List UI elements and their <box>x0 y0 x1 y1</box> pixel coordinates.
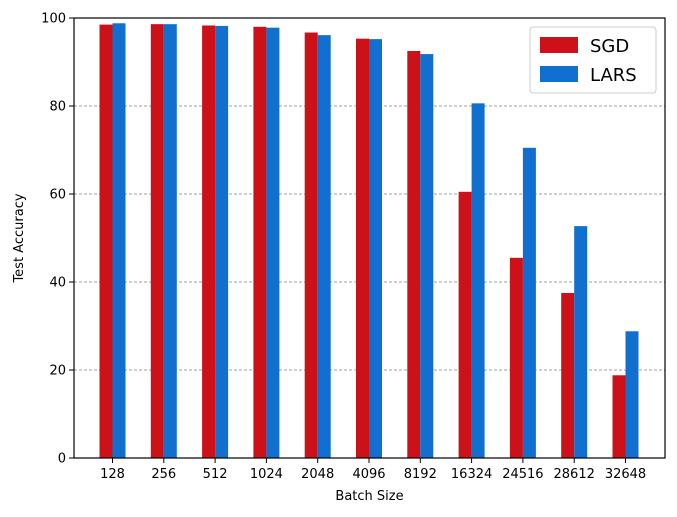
legend-swatch-sgd <box>540 37 578 53</box>
legend: SGD LARS <box>529 26 657 94</box>
bar-sgd-1024 <box>253 26 267 459</box>
bar-sgd-24516 <box>509 257 523 458</box>
bar-sgd-16324 <box>458 191 472 459</box>
y-axis: 0 20 40 60 80 100 <box>41 12 74 467</box>
bar-lars-16324 <box>471 103 485 459</box>
bar-sgd-256 <box>150 24 164 458</box>
y-tick-label: 80 <box>49 100 66 115</box>
bar-lars-28612 <box>574 226 588 458</box>
x-tick-label: 32648 <box>605 467 646 482</box>
x-tick-label: 24516 <box>502 467 543 482</box>
bar-sgd-28612 <box>561 293 575 458</box>
bar-sgd-512 <box>202 25 216 458</box>
y-tick-label: 100 <box>41 12 66 27</box>
legend-label-sgd: SGD <box>590 36 629 57</box>
bar-sgd-128 <box>99 24 113 458</box>
bar-lars-256 <box>163 24 177 458</box>
bars <box>99 23 639 459</box>
bar-lars-8192 <box>420 54 434 458</box>
bar-lars-32648 <box>625 331 639 458</box>
x-tick-label: 256 <box>151 467 176 482</box>
x-tick-label: 16324 <box>451 467 492 482</box>
y-tick-label: 0 <box>58 452 66 467</box>
x-axis-label: Batch Size <box>335 489 403 504</box>
x-tick-label: 512 <box>203 467 228 482</box>
bar-sgd-32648 <box>612 375 626 458</box>
bar-lars-512 <box>215 25 229 458</box>
x-tick-label: 28612 <box>554 467 595 482</box>
bar-lars-1024 <box>266 27 280 459</box>
y-tick-label: 20 <box>49 364 66 379</box>
bar-lars-4096 <box>369 39 382 459</box>
bar-sgd-4096 <box>356 38 369 459</box>
bar-lars-128 <box>112 23 126 459</box>
y-axis-label: Test Accuracy <box>12 193 27 283</box>
x-tick-label: 1024 <box>250 467 283 482</box>
legend-swatch-lars <box>540 66 578 82</box>
legend-label-lars: LARS <box>590 65 637 86</box>
bar-sgd-2048 <box>304 32 318 459</box>
bar-lars-24516 <box>522 147 536 459</box>
y-tick-label: 60 <box>49 188 66 203</box>
x-tick-label: 8192 <box>404 467 437 482</box>
x-tick-label: 4096 <box>352 467 385 482</box>
x-axis: 128 256 512 1024 2048 4096 8192 16324 24516 28612… <box>100 458 646 482</box>
bar-lars-2048 <box>317 35 331 458</box>
x-tick-label: 2048 <box>301 467 334 482</box>
y-tick-label: 40 <box>49 276 66 291</box>
x-tick-label: 128 <box>100 467 125 482</box>
bar-sgd-8192 <box>407 51 421 458</box>
